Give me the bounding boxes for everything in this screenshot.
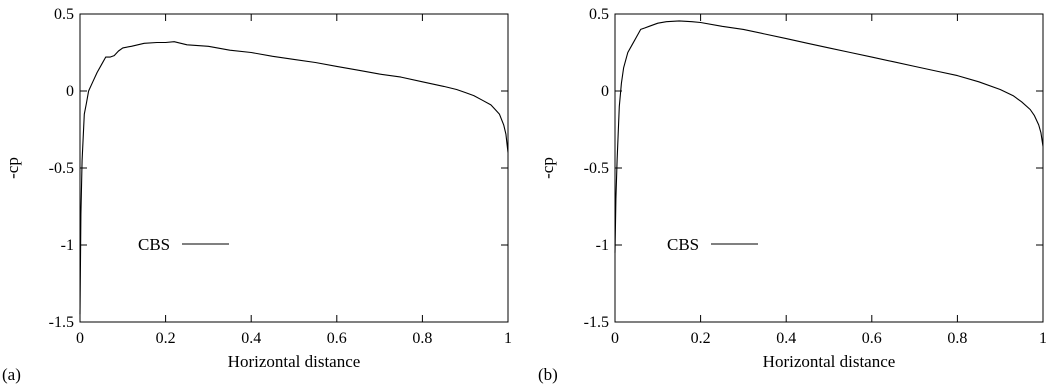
y-tick-label: -1.5 [49, 314, 74, 331]
x-tick-label: 0 [76, 330, 84, 347]
y-tick-label: -1.5 [584, 314, 609, 331]
legend-label: CBS [138, 235, 170, 254]
panel-label: (a) [2, 365, 21, 384]
panel-label: (b) [538, 365, 558, 384]
x-tick-label: 1 [504, 330, 512, 347]
x-tick-label: 0.8 [412, 330, 432, 347]
x-tick-label: 0.8 [947, 330, 967, 347]
y-tick-label: -1 [61, 237, 74, 254]
plot-frame [614, 13, 1044, 323]
x-axis-label: Horizontal distance [763, 352, 896, 371]
y-tick-label: 0.5 [54, 6, 74, 23]
y-axis-label: -cp [538, 157, 557, 179]
x-tick-label: 0.4 [776, 330, 796, 347]
y-tick-label: 0.5 [589, 6, 609, 23]
x-tick-label: 0.6 [327, 330, 347, 347]
x-tick-label: 1 [1039, 330, 1046, 347]
y-axis-label: -cp [3, 157, 22, 179]
y-tick-label: -0.5 [584, 160, 609, 177]
series-line-cbs [614, 20, 1044, 253]
plot-frame [79, 13, 509, 323]
y-tick-label: -1 [596, 237, 609, 254]
x-tick-label: 0.4 [241, 330, 261, 347]
y-tick-label: 0 [66, 83, 74, 100]
x-tick-label: 0.2 [156, 330, 176, 347]
x-tick-label: 0.6 [862, 330, 882, 347]
y-tick-label: 0 [601, 83, 609, 100]
series-line-cbs [79, 41, 509, 315]
x-tick-label: 0.2 [691, 330, 711, 347]
chart-panel-b: 0 0.2 0.4 0.6 0.8 1 -1.5 -1 -0.5 0 0.5 Horizontal d… [538, 6, 1046, 384]
y-tick-label: -0.5 [49, 160, 74, 177]
legend-label: CBS [667, 235, 699, 254]
x-tick-label: 0 [611, 330, 619, 347]
chart-panel-a: 0 0.2 0.4 0.6 0.8 1 -1.5 -1 -0.5 0 0.5 Horizontal d… [2, 6, 512, 384]
x-axis-label: Horizontal distance [228, 352, 361, 371]
